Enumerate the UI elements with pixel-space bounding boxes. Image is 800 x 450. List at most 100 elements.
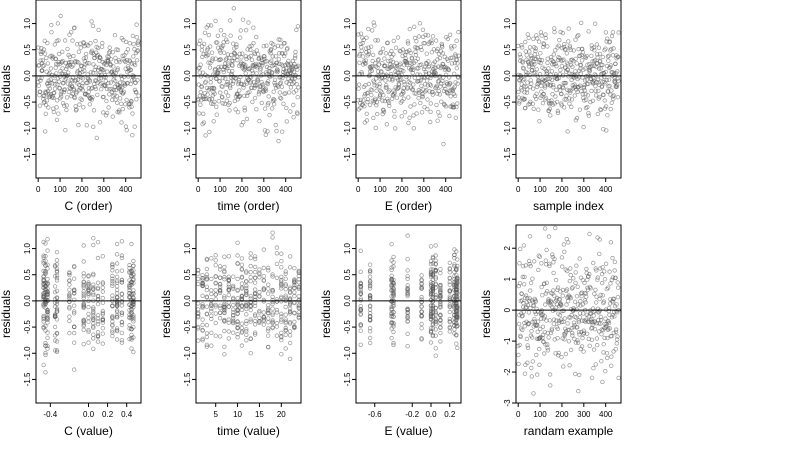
data-point — [517, 99, 522, 104]
data-point — [270, 230, 275, 235]
data-point — [438, 301, 443, 306]
data-point — [579, 344, 585, 349]
data-point — [442, 54, 447, 60]
data-point — [114, 252, 120, 257]
data-point — [542, 226, 548, 231]
data-point — [209, 50, 215, 55]
data-point — [95, 92, 100, 98]
data-point — [523, 49, 528, 54]
data-point — [389, 64, 395, 69]
data-point — [278, 96, 284, 101]
data-point — [455, 278, 460, 283]
data-point — [454, 294, 459, 299]
data-point — [222, 317, 227, 323]
data-point — [528, 263, 533, 269]
data-point — [296, 286, 301, 291]
data-point — [609, 333, 614, 339]
data-point — [602, 74, 607, 80]
data-point — [114, 337, 120, 342]
data-point — [227, 83, 233, 89]
data-point — [252, 318, 258, 324]
data-point — [239, 325, 245, 331]
data-point — [218, 50, 223, 55]
data-point — [239, 256, 245, 261]
data-point — [107, 49, 113, 54]
data-point — [89, 19, 94, 24]
data-point — [230, 307, 236, 312]
data-point — [283, 66, 289, 71]
data-point — [100, 341, 105, 346]
y-tick-label: 1.0 — [343, 242, 352, 254]
data-point — [217, 310, 223, 315]
data-point — [561, 364, 566, 369]
data-point — [568, 47, 573, 53]
data-point — [283, 304, 288, 310]
data-point — [266, 286, 271, 291]
data-point — [235, 319, 240, 324]
data-point — [266, 94, 271, 99]
data-point — [257, 308, 262, 314]
data-point — [62, 38, 68, 43]
data-point — [108, 80, 113, 85]
data-point — [374, 100, 379, 105]
data-point — [600, 62, 605, 68]
data-point — [595, 77, 601, 82]
data-point — [523, 295, 528, 300]
data-point — [99, 44, 105, 49]
data-point — [596, 88, 601, 94]
data-point — [560, 293, 565, 298]
data-point — [72, 25, 77, 30]
data-point — [52, 78, 57, 84]
data-point — [115, 66, 120, 71]
data-point — [91, 309, 96, 314]
data-point — [282, 53, 287, 59]
data-point — [81, 302, 86, 307]
data-point — [86, 340, 91, 345]
data-point — [568, 88, 573, 93]
y-tick-label: 1 — [503, 276, 512, 281]
y-tick-label: -3 — [503, 399, 512, 407]
data-point — [454, 272, 459, 278]
y-tick-label: 0.5 — [23, 44, 32, 56]
data-point — [71, 311, 77, 316]
data-point — [391, 264, 396, 269]
data-point — [45, 248, 50, 253]
data-point — [547, 106, 553, 112]
data-point — [249, 57, 255, 63]
data-point — [409, 56, 415, 61]
data-point — [252, 264, 258, 270]
data-point — [125, 64, 131, 69]
data-point — [213, 292, 218, 297]
data-point — [243, 71, 248, 76]
data-point — [45, 61, 50, 66]
data-point — [100, 326, 105, 331]
data-point — [391, 314, 396, 319]
data-point — [261, 265, 266, 271]
data-point — [456, 29, 461, 35]
data-point — [246, 20, 251, 25]
data-point — [536, 267, 541, 273]
data-point — [239, 321, 245, 326]
data-point — [213, 18, 218, 24]
data-point — [575, 325, 580, 330]
data-point — [287, 309, 293, 314]
data-point — [266, 320, 271, 325]
data-point — [367, 313, 373, 319]
y-axis-title: residuals — [319, 290, 333, 338]
data-point — [537, 346, 542, 352]
data-point — [411, 82, 416, 87]
data-point — [104, 110, 110, 116]
points-group — [516, 20, 621, 134]
data-point — [612, 259, 618, 265]
data-point — [119, 76, 125, 82]
data-point — [609, 100, 614, 105]
data-point — [541, 91, 546, 97]
data-point — [279, 259, 284, 264]
data-point — [405, 286, 410, 291]
data-point — [287, 321, 293, 326]
data-point — [83, 51, 89, 57]
data-point — [262, 106, 268, 111]
x-tick-label: 100 — [213, 185, 227, 194]
data-point — [611, 349, 616, 354]
data-point — [119, 101, 124, 106]
